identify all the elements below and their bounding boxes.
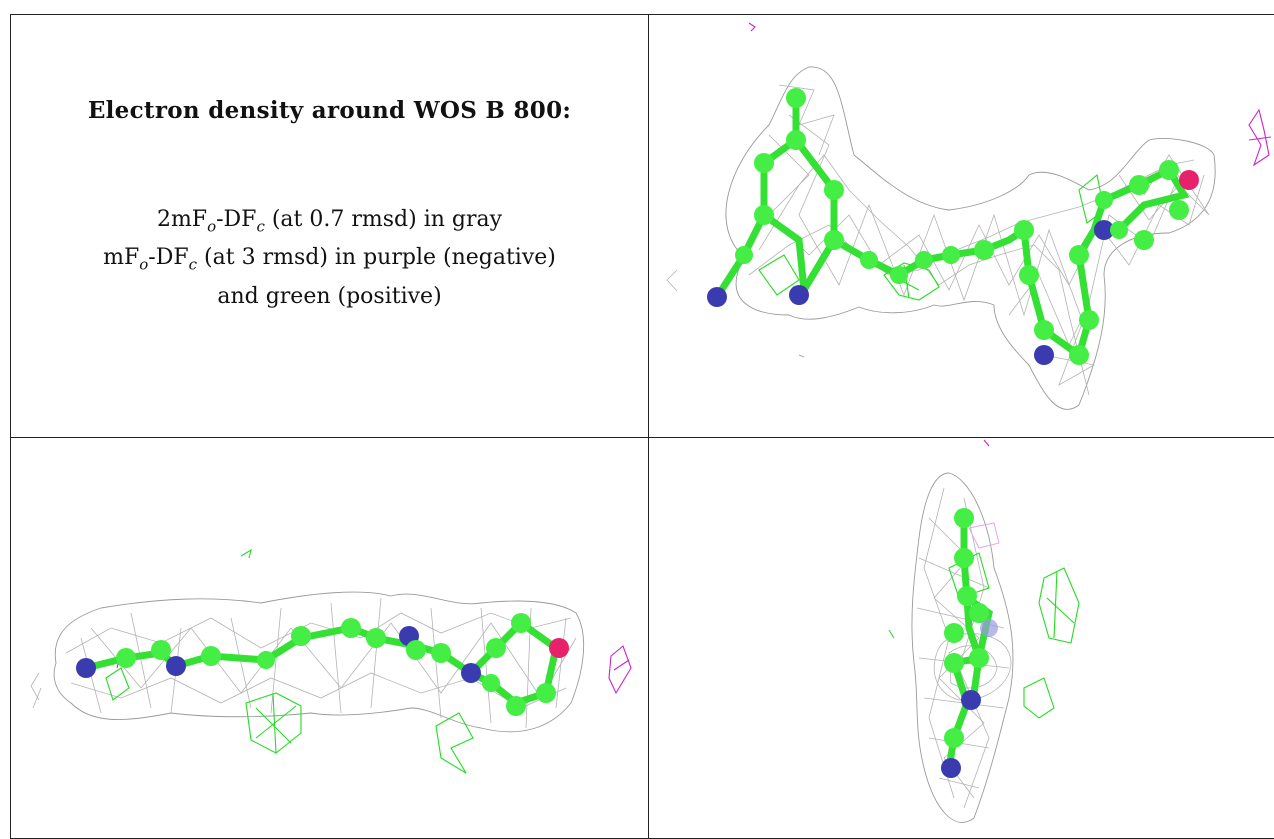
atoms-1 <box>707 88 1199 365</box>
view-bottom-left <box>11 438 649 839</box>
mesh-positive <box>105 548 474 774</box>
caption-panel: Electron density around WOS B 800: 2mFo-… <box>11 15 649 438</box>
atoms-3 <box>941 508 998 778</box>
view-bottom-right <box>649 438 1274 839</box>
figure-grid: Electron density around WOS B 800: 2mFo-… <box>10 14 1274 839</box>
mesh-negative <box>666 22 1272 358</box>
molecule-bonds-2 <box>82 618 560 707</box>
mesh-negative <box>968 439 1000 549</box>
mesh-positive <box>888 552 1080 719</box>
density-view-3 <box>888 439 1080 823</box>
legend-line-2fofc: 2mFo-DFc (at 0.7 rmsd) in gray <box>156 207 503 236</box>
legend-line-colors: and green (positive) <box>217 283 442 309</box>
density-view-2 <box>30 548 632 774</box>
view-top-right <box>649 15 1274 438</box>
density-view-1 <box>666 22 1272 410</box>
caption-legend: 2mFo-DFc (at 0.7 rmsd) in gray mFo-DFc (… <box>103 204 556 312</box>
caption-title: Electron density around WOS B 800: <box>87 97 572 124</box>
atoms-2 <box>76 613 569 716</box>
legend-line-fofc: mFo-DFc (at 3 rmsd) in purple (negative) <box>103 245 556 274</box>
